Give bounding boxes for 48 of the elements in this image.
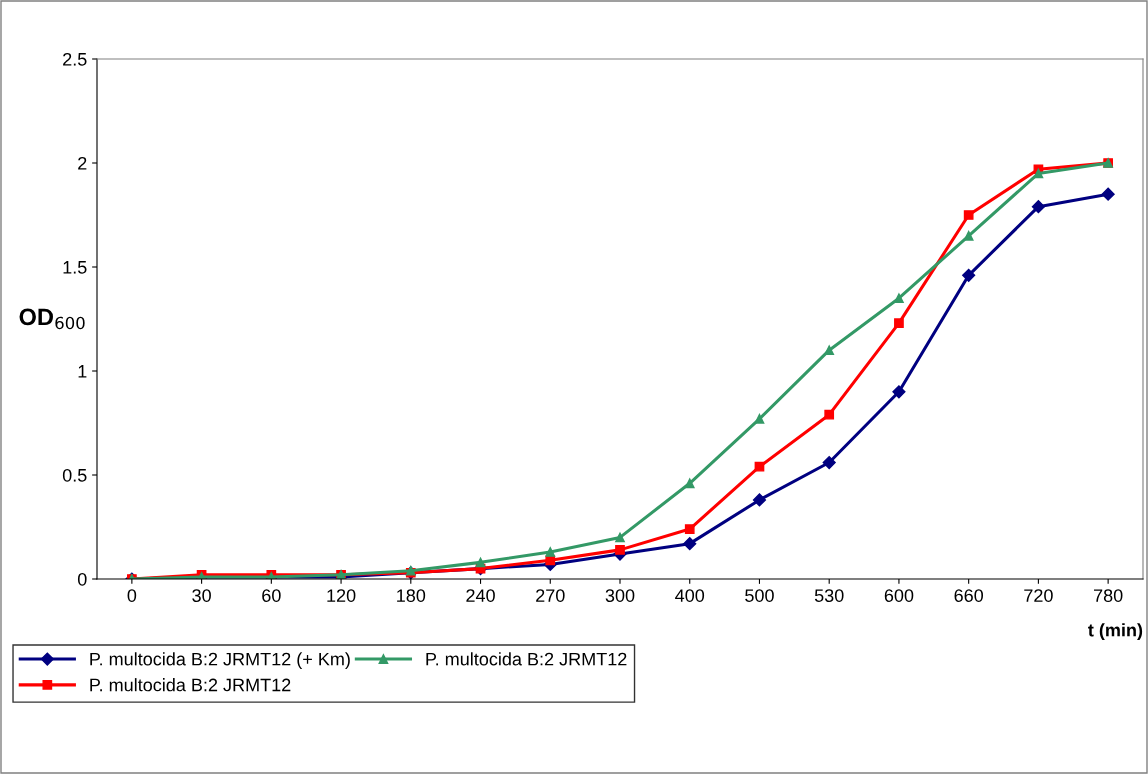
point — [894, 293, 904, 304]
y-tick-label: 1 — [78, 365, 87, 378]
point — [754, 413, 765, 424]
y-tick-label: 2 — [78, 156, 87, 170]
point — [754, 461, 765, 472]
legend-label: P. multocida B:2 JRMT12 (+ Km) — [90, 652, 350, 670]
y-tick-label: 0.5 — [62, 468, 87, 482]
x-tick-label: 180 — [397, 589, 426, 602]
point — [822, 455, 836, 470]
point — [892, 385, 906, 399]
point — [962, 268, 976, 282]
point — [1101, 187, 1115, 201]
x-tick-label: 530 — [814, 589, 844, 602]
y-tick-label: 0 — [77, 572, 87, 586]
point — [824, 345, 835, 356]
y-tick-label: 2.5 — [63, 52, 87, 66]
x-tick-label: 500 — [745, 589, 774, 602]
point — [752, 493, 767, 507]
x-tick-label: 780 — [1094, 589, 1123, 602]
point — [615, 532, 625, 543]
x-axis-title: t (min) — [1088, 623, 1143, 641]
x-tick-label: 240 — [466, 589, 495, 602]
point — [1033, 168, 1044, 179]
point — [963, 230, 974, 241]
point — [684, 524, 695, 534]
point — [1031, 200, 1045, 214]
y-axis-title: OD$_{600}$ — [19, 308, 85, 330]
point — [615, 545, 625, 555]
point — [545, 547, 556, 557]
x-tick-label: 30 — [192, 589, 211, 602]
x-tick-label: 660 — [954, 589, 984, 602]
x-tick-label: 60 — [262, 589, 281, 602]
legend-label: P. multocida B:2 JRMT12 — [90, 678, 291, 692]
x-tick-label: 270 — [536, 589, 565, 602]
point — [683, 537, 697, 551]
point — [894, 318, 904, 329]
x-tick-label: 600 — [884, 589, 914, 602]
x-tick-label: 720 — [1024, 589, 1053, 602]
point — [824, 409, 835, 420]
x-tick-label: 0 — [127, 589, 137, 602]
point — [475, 557, 486, 568]
point — [963, 210, 974, 220]
point — [684, 478, 695, 489]
x-tick-label: 300 — [605, 589, 635, 602]
y-tick-label: 1.5 — [63, 261, 87, 274]
legend-label: P. multocida B:2 JRMT12 — [426, 652, 627, 666]
x-tick-label: 120 — [327, 589, 356, 602]
x-tick-label: 400 — [675, 589, 705, 602]
